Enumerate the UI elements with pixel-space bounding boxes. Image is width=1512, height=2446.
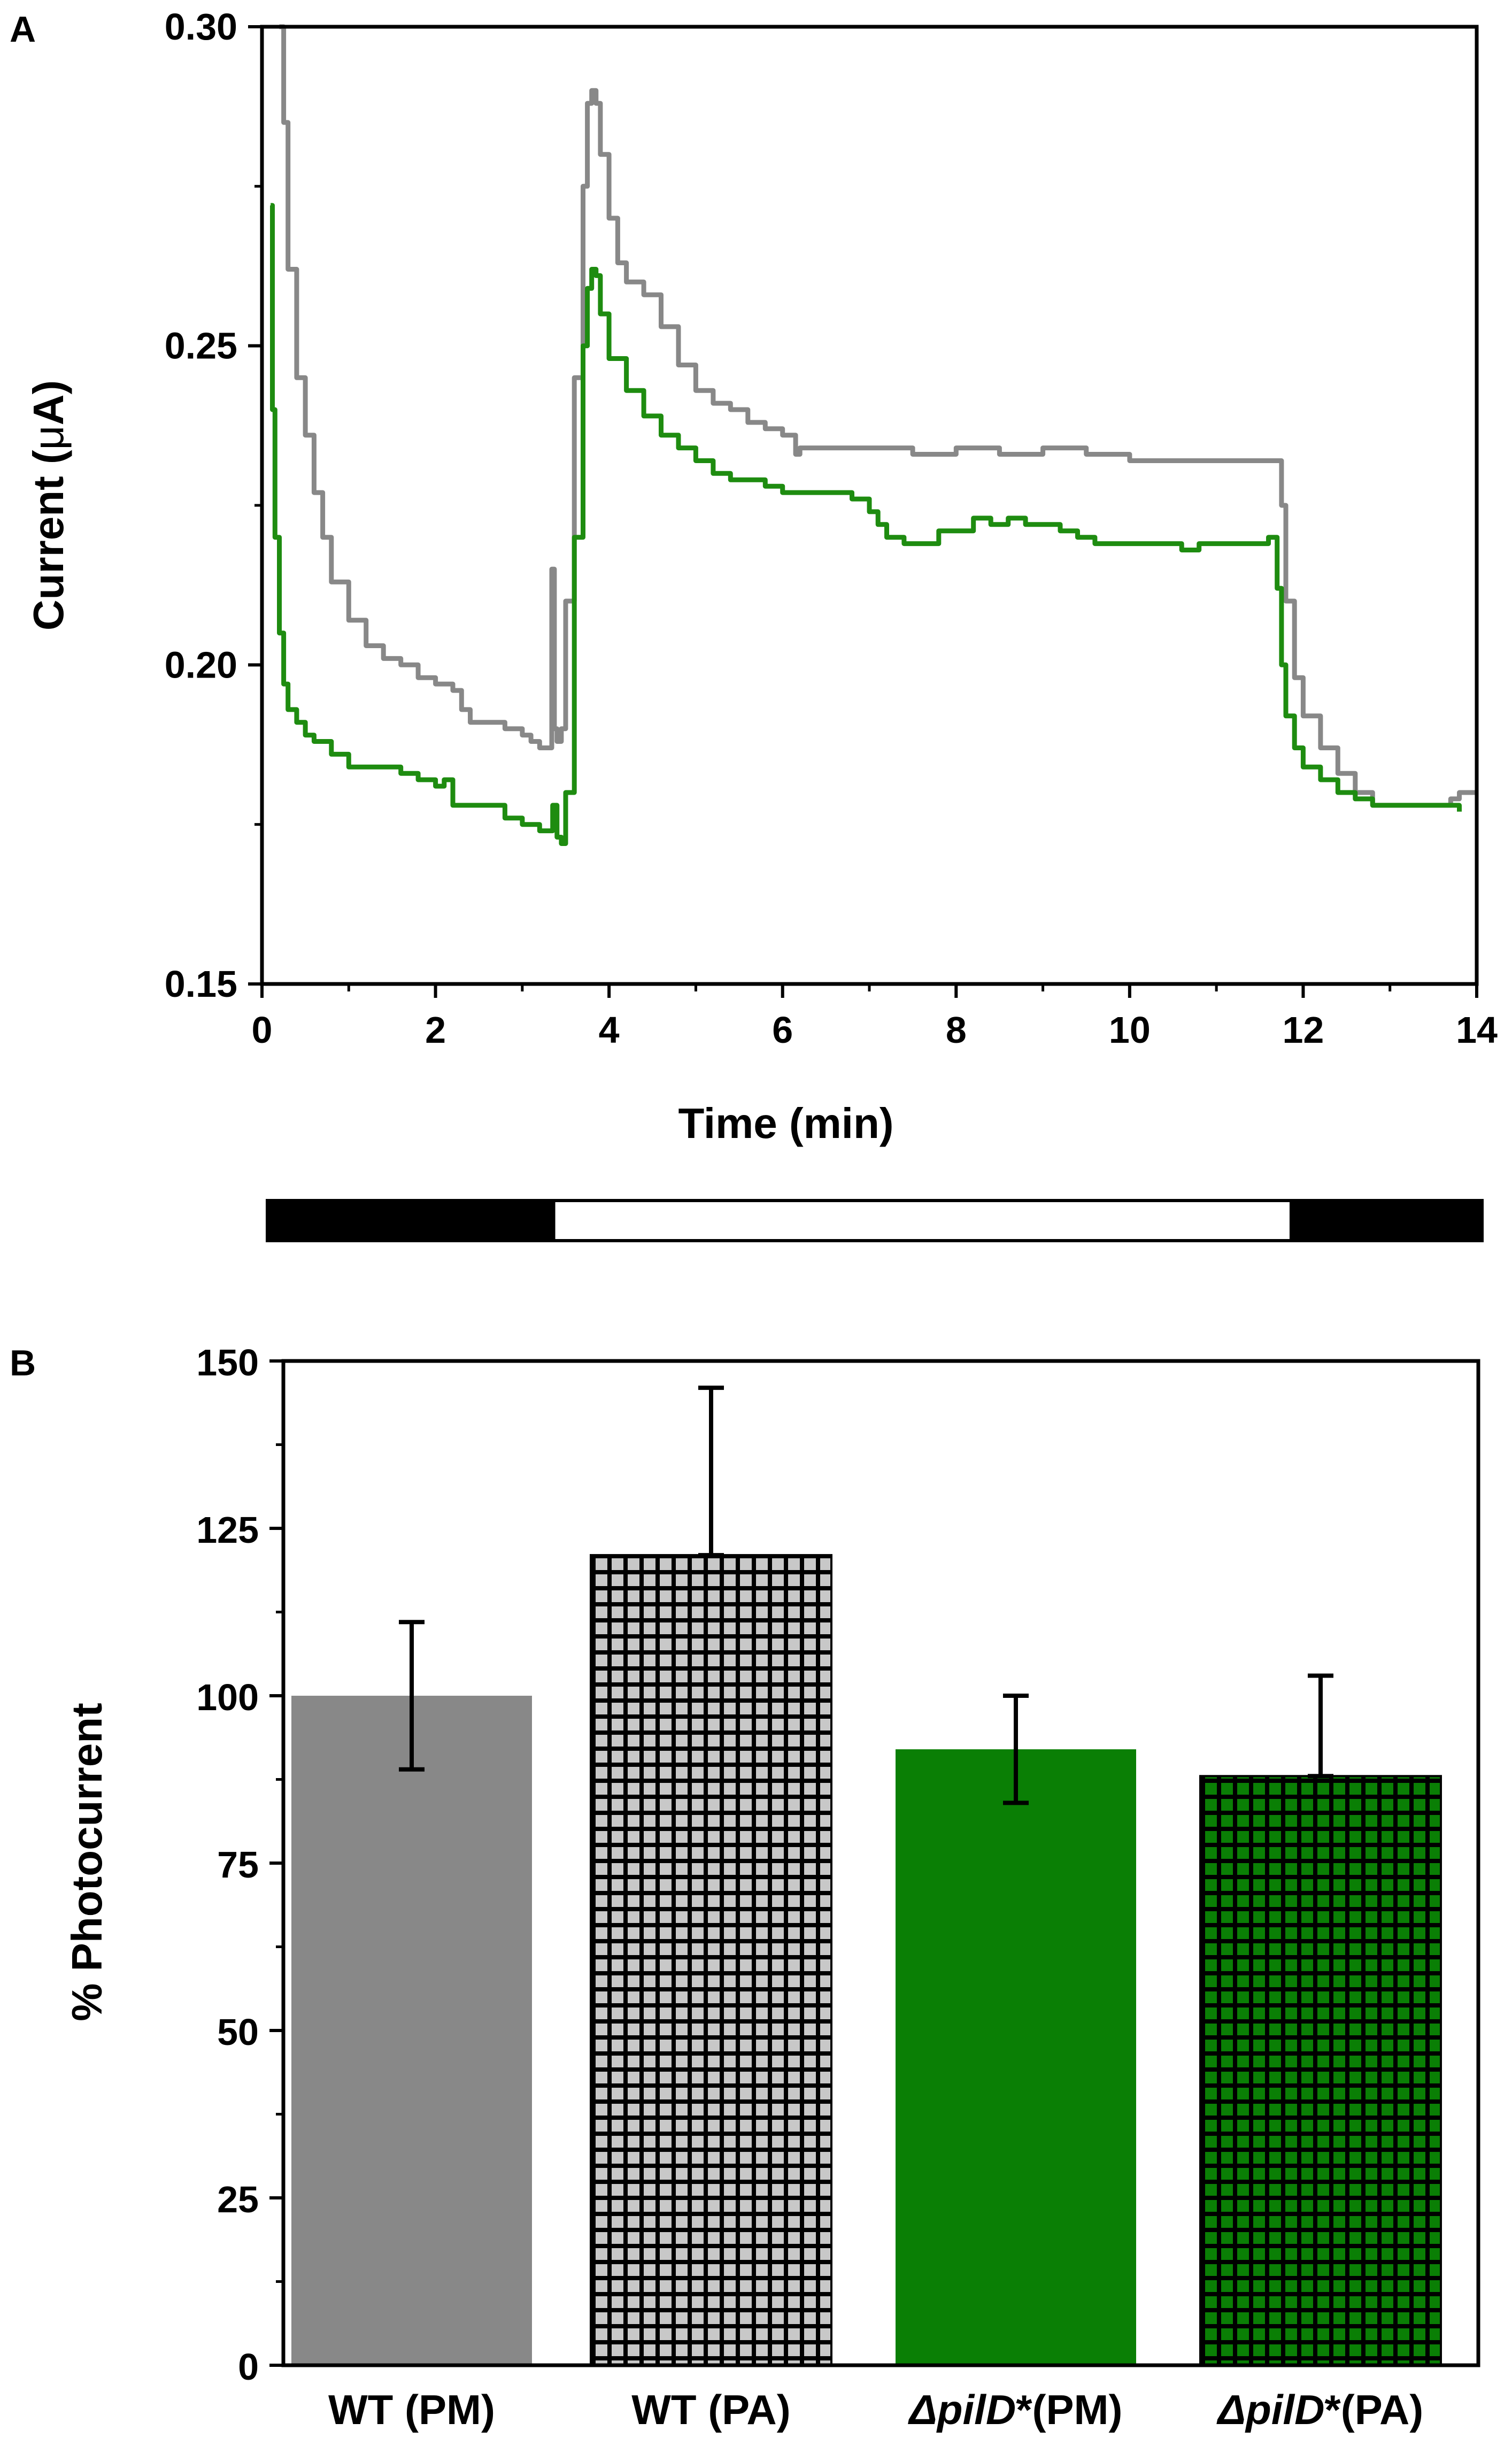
panel-a-y-axis-title: Current (μA)	[25, 380, 72, 630]
x-tick-label: 6	[772, 1009, 793, 1051]
category-label: ΔpilD*(PA)	[1216, 2386, 1424, 2433]
category-label: WT (PM)	[328, 2386, 495, 2433]
panel-b-letter: B	[10, 1343, 36, 1383]
panel-a-y-ticks: 0.15 0.20 0.25 0.30	[165, 6, 262, 1005]
light-bar-dark-segment	[1289, 1199, 1484, 1242]
y-tick-label: 0.15	[165, 963, 237, 1005]
light-bar-light-segment	[552, 1199, 1293, 1242]
panel-a-chart: 0.150.200.250.30 0 2 4 6 8 10 12 14 Time (min) …	[25, 6, 1498, 1147]
x-tick-label: 4	[599, 1009, 620, 1051]
bar	[590, 1554, 832, 2367]
x-tick-label: 0	[252, 1009, 273, 1051]
y-tick-label: 0	[238, 2346, 259, 2388]
bar	[291, 1696, 532, 2365]
light-bar-dark-segment	[266, 1199, 556, 1242]
y-tick-label: 50	[217, 2011, 259, 2053]
y-tick-label: 150	[196, 1342, 259, 1383]
panel-a-x-ticks: 0 2 4 6 8 10 12 14	[252, 984, 1498, 1051]
bar	[896, 1749, 1136, 2365]
category-label: ΔpilD*(PM)	[908, 2386, 1123, 2433]
panel-b-chart: 0 25 50 75 100 125 150 WT (PM) WT (PA) ΔpilD*(PM…	[63, 1342, 1480, 2433]
y-tick-label: 0.25	[165, 325, 237, 367]
category-label: WT (PA)	[631, 2386, 790, 2433]
x-tick-label: 10	[1109, 1009, 1151, 1051]
panel-a-letter: A	[10, 9, 36, 50]
y-tick-label: 0.20	[165, 644, 237, 686]
series-line-gray	[279, 24, 1477, 808]
series-line-green	[270, 203, 1462, 846]
y-tick-label: 75	[217, 1844, 259, 1886]
panel-b-category-labels: WT (PM) WT (PA) ΔpilD*(PM) ΔpilD*(PA)	[328, 2386, 1423, 2433]
panel-a-series-group	[270, 24, 1477, 846]
y-tick-label: 25	[217, 2179, 259, 2220]
bar	[1199, 1775, 1442, 2366]
y-tick-label: 100	[196, 1676, 259, 1718]
panel-b-y-ticks: 0 25 50 75 100 125 150	[196, 1342, 283, 2388]
x-tick-label: 12	[1282, 1009, 1324, 1051]
panel-a-x-axis-title: Time (min)	[678, 1099, 893, 1147]
x-tick-label: 14	[1456, 1009, 1498, 1051]
x-tick-label: 8	[946, 1009, 967, 1051]
y-tick-label: 0.30	[165, 6, 237, 48]
panel-b-bars	[291, 1386, 1442, 2367]
light-dark-bar	[266, 1199, 1484, 1242]
x-tick-label: 2	[425, 1009, 446, 1051]
panel-b-y-axis-title: % Photocurrent	[63, 1703, 111, 2021]
y-tick-label: 125	[196, 1509, 259, 1551]
